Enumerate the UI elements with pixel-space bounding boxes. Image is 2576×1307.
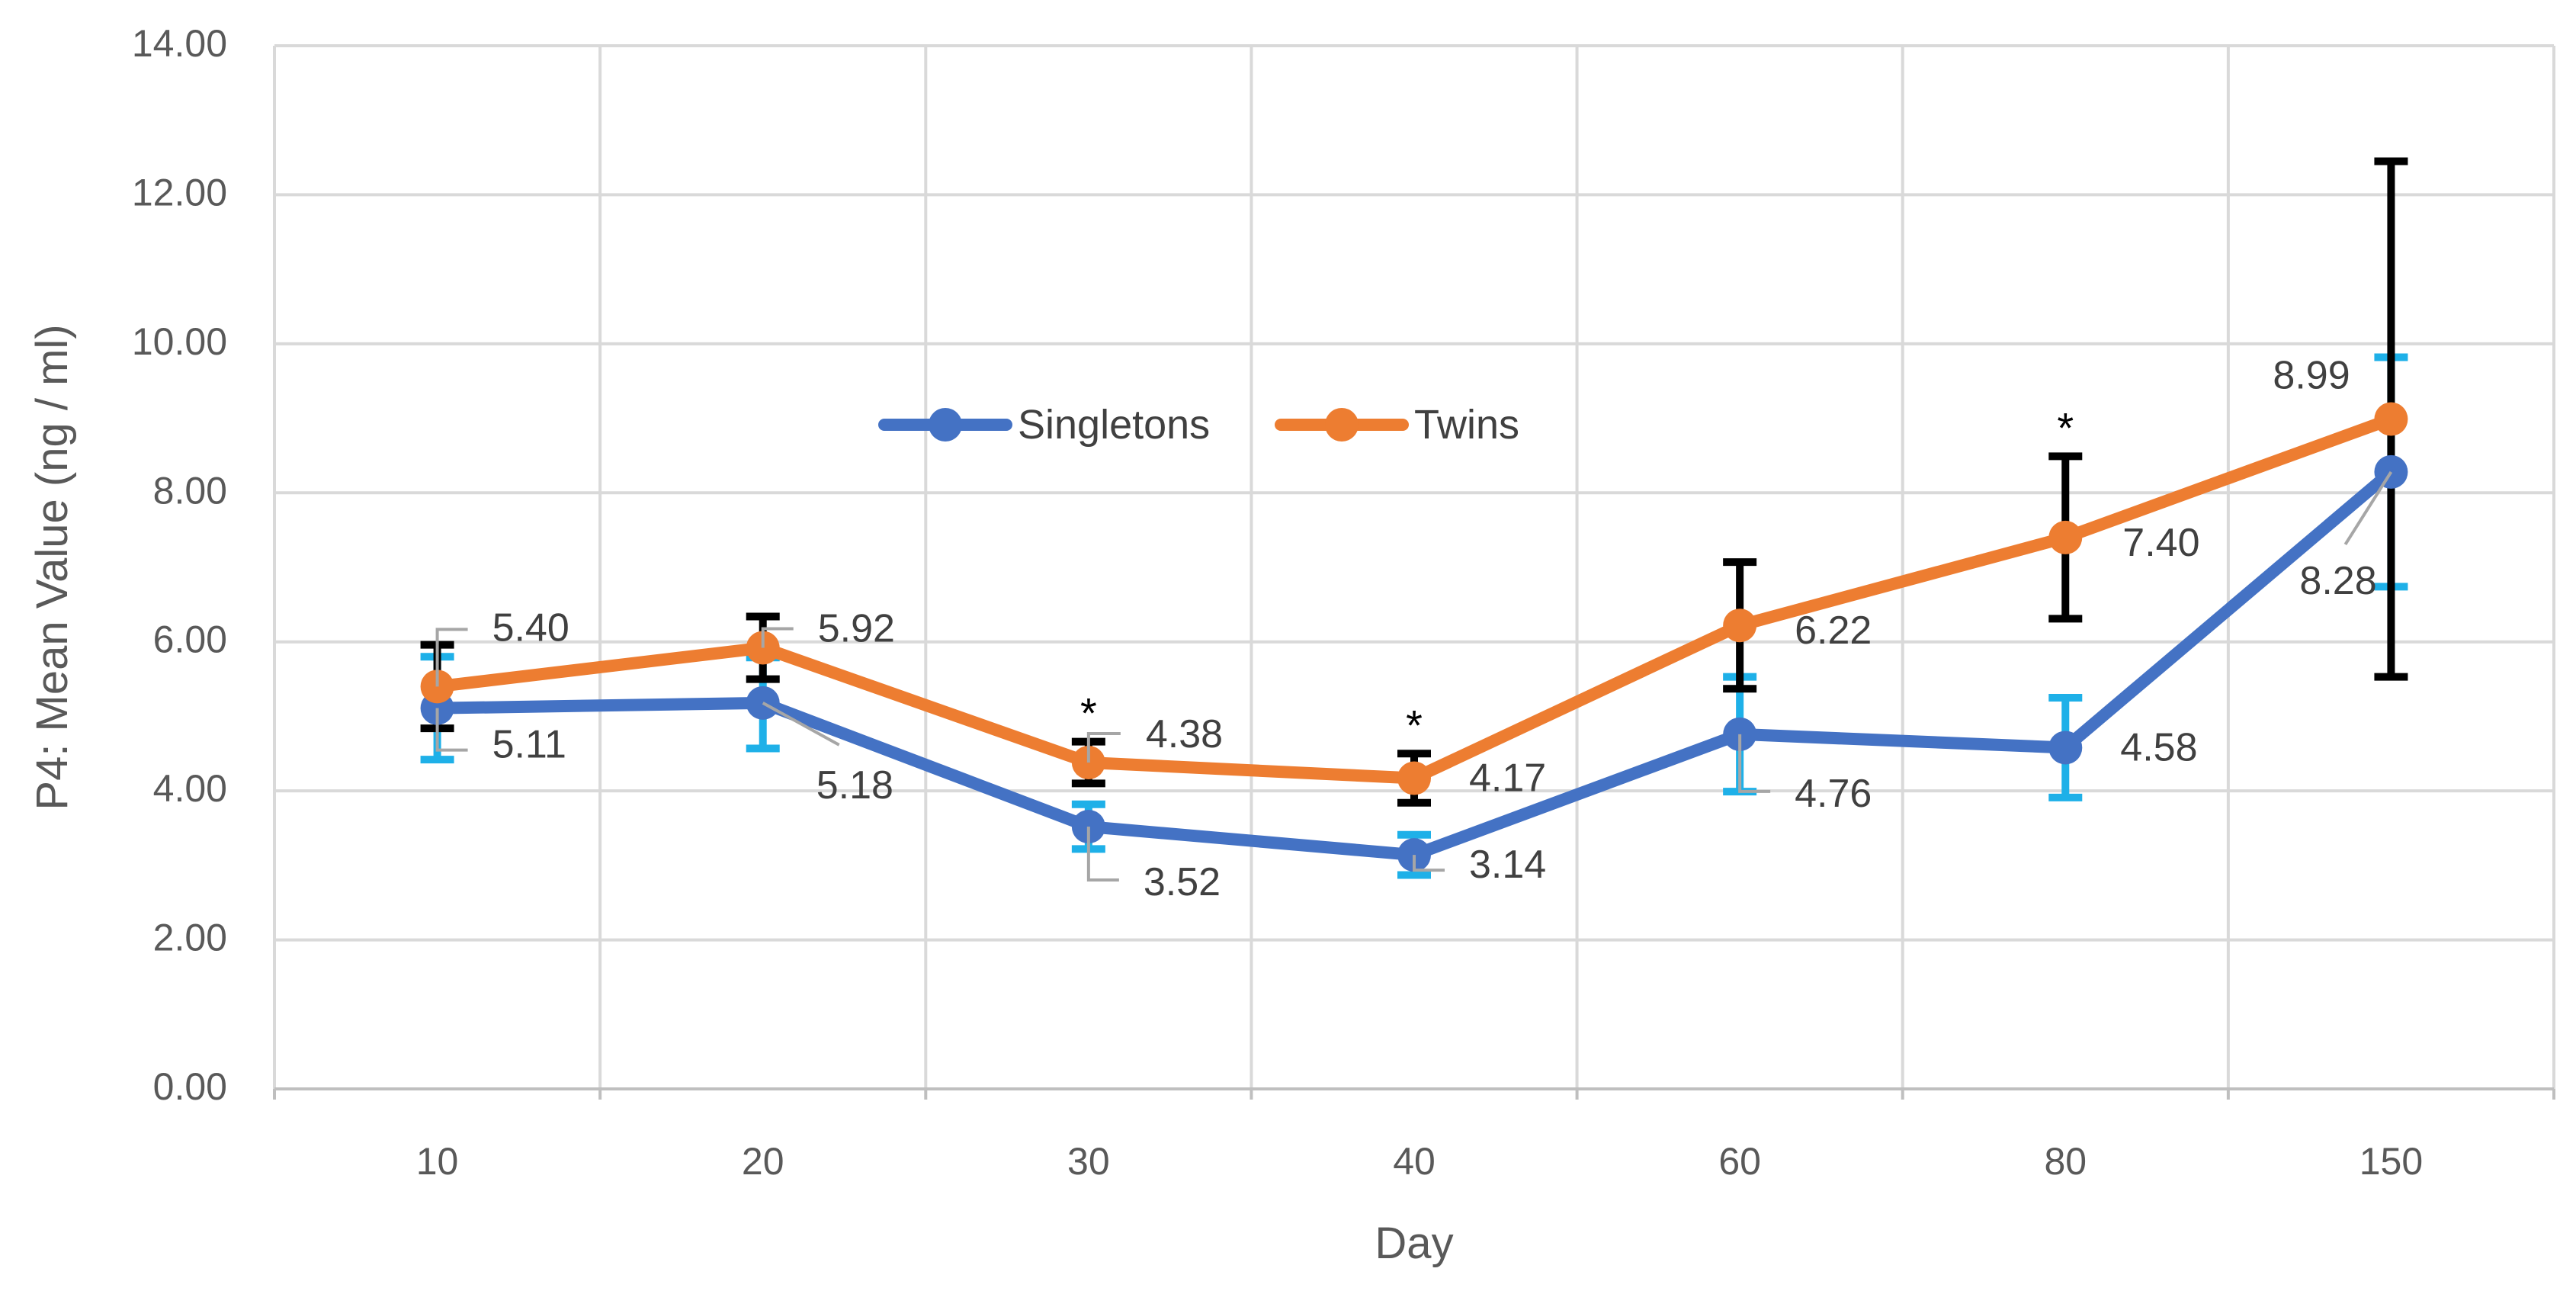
significance-marker: *: [1080, 689, 1097, 737]
x-tick-label: 80: [2044, 1140, 2087, 1183]
legend-marker-twins: [1325, 408, 1359, 442]
data-label-singletons: 5.18: [816, 763, 893, 808]
significance-marker: *: [1406, 701, 1423, 749]
data-label-leader: [1086, 827, 1119, 882]
x-axis-title: Day: [1375, 1219, 1453, 1268]
axis-layer: 0.00 2.00 4.00 6.00 8.00 10.00 12.00 14.00 10 20 3…: [27, 22, 2555, 1268]
data-label-singletons: 3.52: [1144, 860, 1221, 904]
data-label-singletons: 8.28: [2299, 559, 2376, 603]
data-label-singletons: 4.76: [1795, 772, 1872, 816]
data-label-leader: [1738, 734, 1771, 793]
significance-marker: *: [2057, 403, 2074, 451]
x-tick-label: 30: [1067, 1140, 1110, 1183]
data-point-twins: [1397, 761, 1431, 795]
legend-marker-singletons: [929, 408, 962, 442]
y-tick-label: 2.00: [153, 917, 227, 959]
x-tick-label: 150: [2359, 1140, 2423, 1183]
data-label-twins: 4.38: [1146, 712, 1223, 756]
y-tick-label: 8.00: [153, 469, 227, 512]
data-label-leader: [1413, 855, 1445, 872]
legend: Singletons Twins: [878, 402, 1519, 448]
data-label-twins: 6.22: [1795, 609, 1872, 653]
data-label-twins: 8.99: [2273, 354, 2350, 398]
data-label-singletons: 5.11: [492, 723, 566, 767]
data-point-twins: [1723, 609, 1757, 643]
y-tick-label: 6.00: [153, 618, 227, 661]
data-label-twins: 5.40: [492, 605, 569, 650]
data-label-leader: [435, 628, 468, 687]
y-axis-title: P4: Mean Value (ng / ml): [27, 324, 77, 810]
x-tick-label: 20: [742, 1140, 784, 1183]
legend-label-singletons: Singletons: [1018, 402, 1210, 448]
x-tick-label: 60: [1718, 1140, 1761, 1183]
data-label-leader: [435, 708, 468, 752]
data-label-leader: [2343, 470, 2393, 545]
data-point-twins: [2048, 520, 2083, 554]
data-label-layer: 5.11 5.18 3.52 3.14 4.76 4.58 8.28 5.40 5.92 4.38…: [435, 354, 2393, 904]
grid-layer: [273, 44, 2555, 1089]
data-label-leader: [761, 627, 794, 648]
data-label-leader: [1086, 732, 1121, 763]
y-tick-label: 12.00: [132, 171, 227, 214]
data-label-twins: 7.40: [2122, 521, 2199, 565]
y-tick-label: 0.00: [153, 1065, 227, 1108]
x-tick-label: 40: [1393, 1140, 1436, 1183]
y-tick-label: 4.00: [153, 767, 227, 810]
data-label-leader: [762, 702, 840, 747]
y-tick-label: 10.00: [132, 320, 227, 363]
y-tick-label: 14.00: [132, 22, 227, 65]
legend-label-twins: Twins: [1414, 402, 1519, 448]
data-label-singletons: 3.14: [1469, 843, 1546, 887]
data-label-singletons: 4.58: [2120, 725, 2197, 769]
data-point-twins: [2374, 402, 2408, 436]
data-label-twins: 4.17: [1469, 756, 1546, 801]
data-label-twins: 5.92: [818, 607, 895, 651]
x-tick-label: 10: [416, 1140, 459, 1183]
data-point-singletons: [2048, 731, 2083, 765]
